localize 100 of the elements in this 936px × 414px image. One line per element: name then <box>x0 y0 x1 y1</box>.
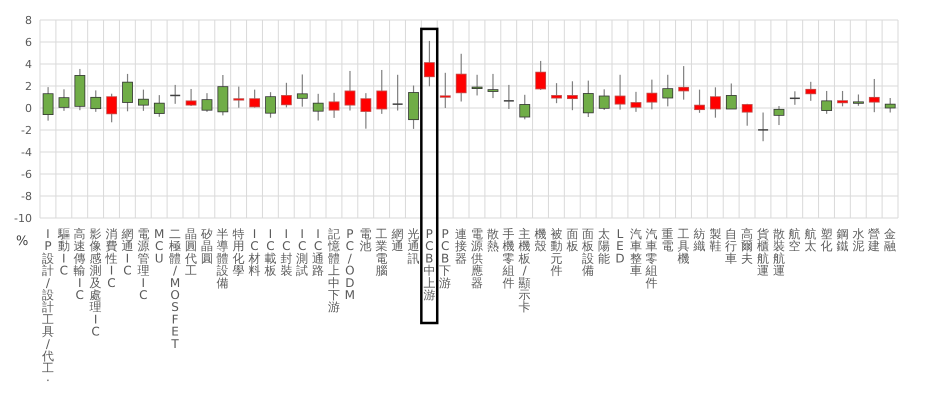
y-tick-label: -4 <box>21 146 32 159</box>
candlestick <box>868 78 880 113</box>
x-tick-label: 網通IC <box>120 227 134 278</box>
x-tick-label: 營建 <box>867 227 880 254</box>
x-tick-label: 電源管理IC <box>137 227 150 302</box>
y-tick-label: 2 <box>25 80 32 93</box>
candlestick <box>360 92 372 130</box>
candlestick <box>488 73 498 99</box>
x-tick-label: 鋼鐵 <box>836 227 848 254</box>
candlestick <box>742 103 753 126</box>
y-tick-label: -6 <box>21 168 32 181</box>
x-tick-label: IC封裝 <box>280 227 292 278</box>
candlestick <box>138 89 149 112</box>
candlestick <box>694 89 705 114</box>
y-tick-label: 4 <box>25 58 32 71</box>
candlestick <box>122 73 133 112</box>
candlestick <box>312 93 324 122</box>
x-tick-label: 重電 <box>662 227 674 254</box>
x-tick-label: 汽車整車 <box>630 227 642 278</box>
candlestick <box>519 94 530 120</box>
x-tick-label: 機殼 <box>534 227 546 254</box>
candlestick <box>154 94 165 118</box>
x-tick-label: 汽車零組件 <box>644 227 658 290</box>
x-tick-label: 工具機 <box>678 227 690 266</box>
candlestick <box>90 90 102 112</box>
candlestick <box>281 82 292 108</box>
candlestick <box>328 92 340 118</box>
candlestick <box>757 112 769 142</box>
x-tick-label: 工業電腦 <box>376 227 388 278</box>
candlestick <box>805 81 816 102</box>
candlestick <box>710 86 721 118</box>
category-label: IP設計/設計工具/代工· <box>42 227 54 388</box>
x-tick-label: IC載板 <box>263 227 276 278</box>
x-tick-label: 電池 <box>360 227 372 254</box>
x-tick-label: 半導體設備 <box>216 227 229 290</box>
x-tick-label: IC材料 <box>248 227 260 278</box>
candlestick <box>567 80 578 111</box>
x-tick-label: 自行車 <box>725 227 738 266</box>
y-tick-label: 0 <box>25 102 32 115</box>
y-tick-label: 6 <box>25 36 32 49</box>
candlestick <box>42 86 54 122</box>
candlestick <box>265 92 276 118</box>
x-tick-label: IC測試 <box>296 227 308 278</box>
x-tick-label: 光通訊 <box>407 227 420 266</box>
x-tick-label: 航空 <box>788 227 801 254</box>
x-tick-label: 面板 <box>565 227 578 254</box>
y-tick-label: -8 <box>21 190 32 203</box>
x-tick-label: IC通路 <box>312 227 324 278</box>
candlestick <box>344 70 356 112</box>
candlestick <box>726 82 737 110</box>
x-tick-label: 散裝航運 <box>772 227 785 278</box>
candlestick <box>678 65 690 100</box>
x-tick-label: 塑化 <box>820 227 832 254</box>
y-axis-title: % <box>16 234 28 249</box>
candlestick <box>169 84 181 104</box>
x-tick-label: 網通 <box>390 227 404 254</box>
y-tick-label: -2 <box>21 124 32 137</box>
candlestick <box>456 53 467 102</box>
x-tick-label: PCB下游 <box>439 227 452 290</box>
candlestick <box>106 93 118 123</box>
x-tick-label: 紡織 <box>692 227 706 254</box>
candlestick <box>789 90 801 106</box>
category-label: 影像感測及處理IC <box>90 227 102 339</box>
candlestick <box>503 84 515 110</box>
x-tick-label: 水泥 <box>852 227 864 254</box>
x-tick-label: 記憶體上中下游 <box>326 227 340 314</box>
x-tick-label: 特用化學 <box>232 227 245 278</box>
x-tick-label: 晶圓代工 <box>184 227 197 278</box>
x-tick-label: 連接器 <box>455 227 468 266</box>
candlestick <box>472 74 482 96</box>
candlestick <box>821 90 832 114</box>
candlestick <box>58 88 70 112</box>
candlestick <box>662 74 674 107</box>
x-tick-label: 電源供應器 <box>470 227 483 290</box>
x-tick-label: LED <box>615 227 625 266</box>
candlestick <box>424 40 435 87</box>
x-tick-label: 散熱 <box>486 227 499 254</box>
candlestick <box>582 80 594 118</box>
candlestick <box>296 74 308 108</box>
candlestick <box>630 91 642 112</box>
candlestick <box>249 89 260 108</box>
category-label: 二極體/MOSFET <box>169 227 182 351</box>
candlestick <box>837 90 848 107</box>
x-tick-label: 航太 <box>804 227 817 254</box>
x-tick-label: 金融 <box>884 227 896 254</box>
candlestick <box>186 88 196 107</box>
x-tick-label: 貨櫃航運 <box>756 227 769 278</box>
candlestick <box>614 74 626 110</box>
x-tick-label: 製鞋 <box>709 227 722 254</box>
candlestick <box>598 88 610 111</box>
candlestick <box>884 97 896 114</box>
x-tick-label: 太陽能 <box>598 227 610 266</box>
candlestick <box>774 105 784 126</box>
x-tick-label: 矽晶圓 <box>200 227 213 266</box>
x-tick-label: PCB中上游 <box>423 227 436 302</box>
candlestick <box>392 74 404 112</box>
candlestick <box>551 82 562 104</box>
candlestick <box>853 94 864 106</box>
candlestick <box>535 60 546 91</box>
x-tick-label: 被動元件 <box>550 227 562 278</box>
